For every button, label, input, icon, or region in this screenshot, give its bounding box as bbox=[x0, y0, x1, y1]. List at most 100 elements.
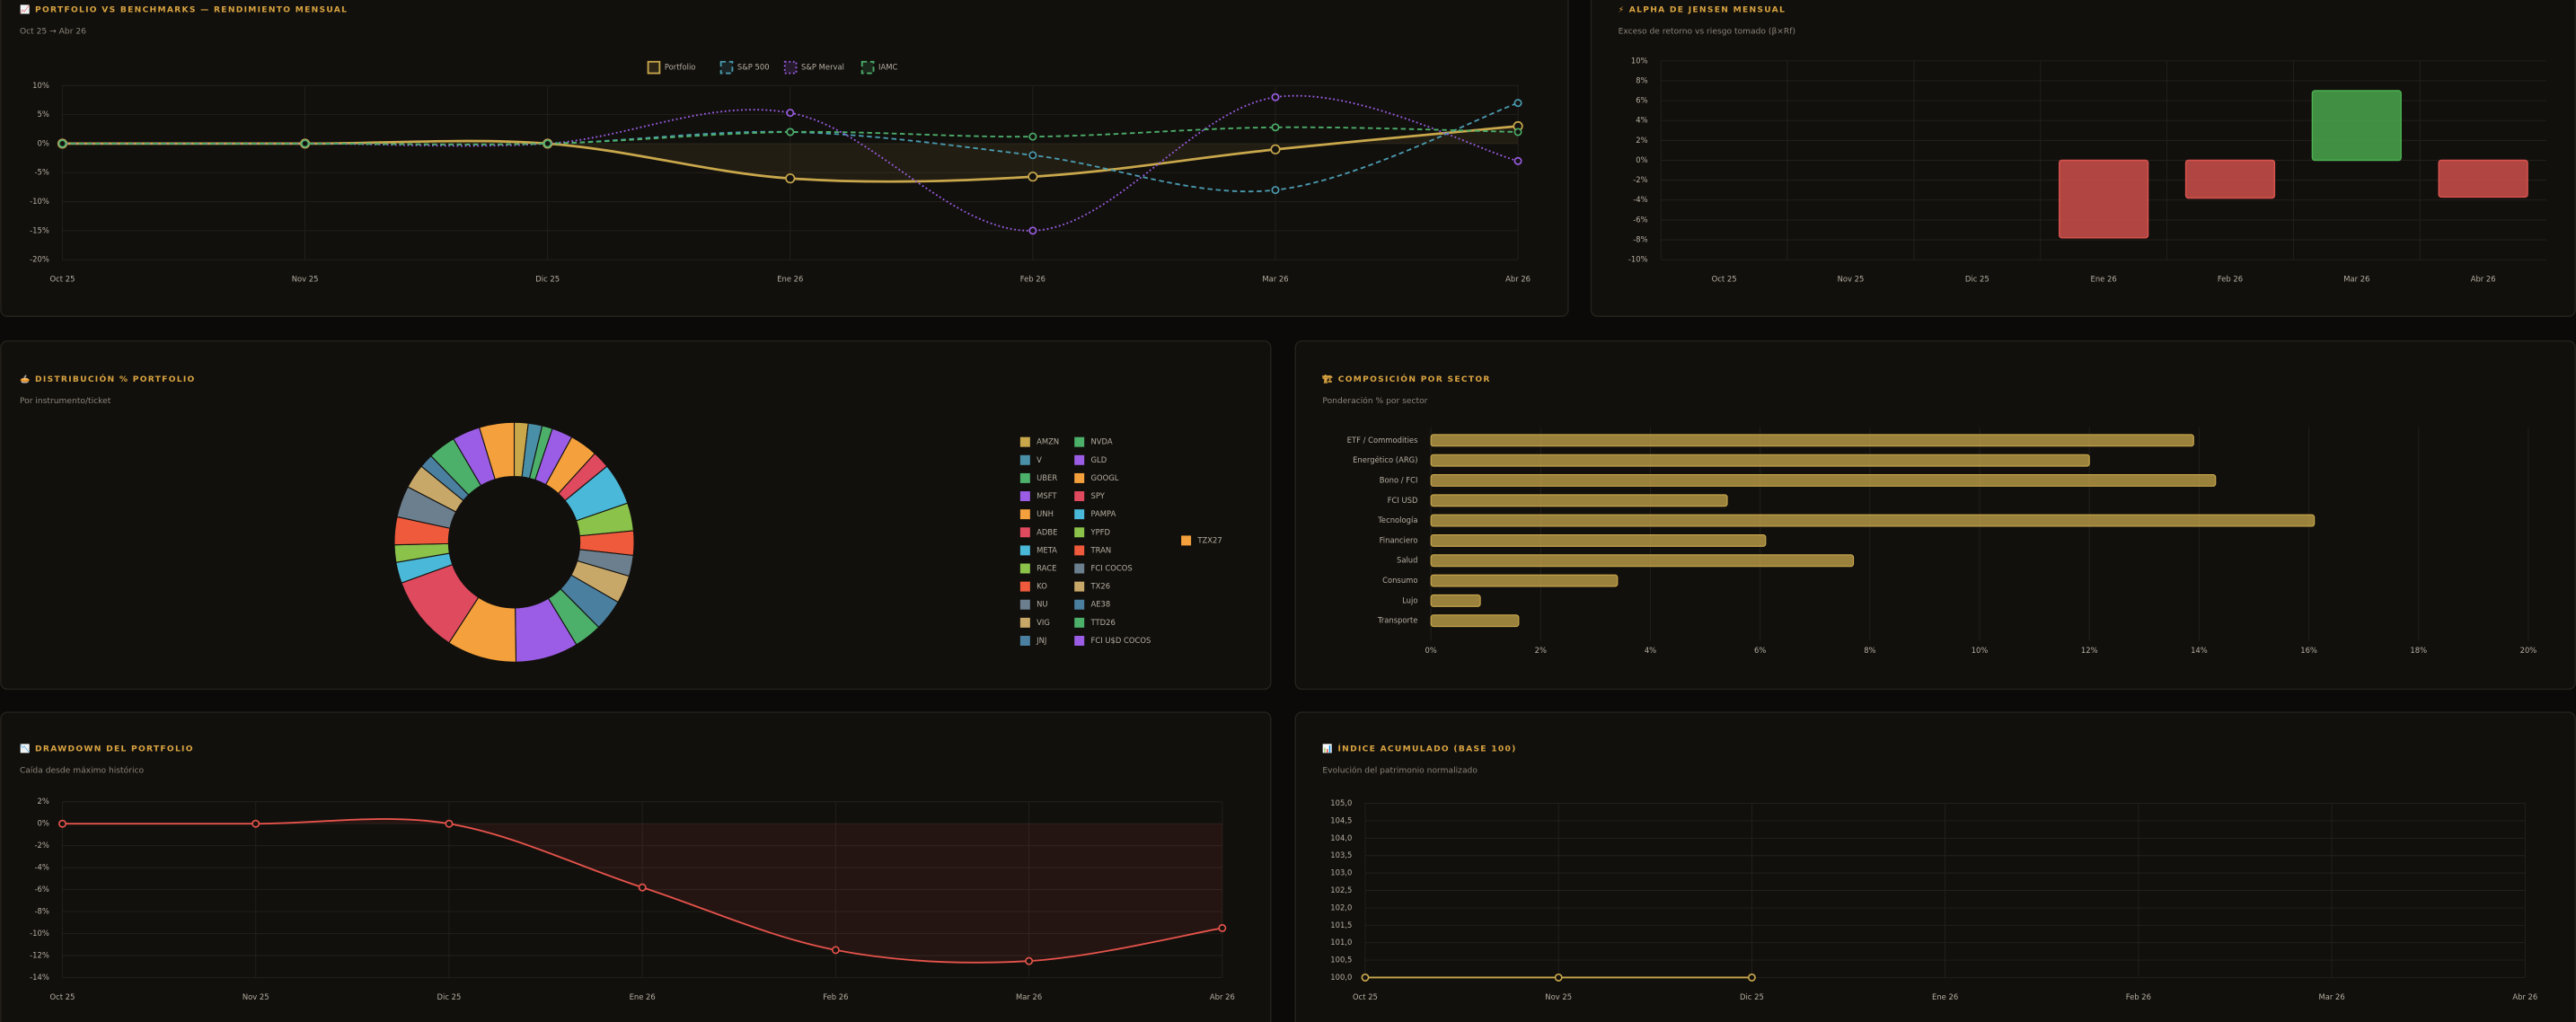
legend-swatch bbox=[1019, 599, 1030, 610]
legend-swatch bbox=[1074, 491, 1085, 502]
bar bbox=[1430, 494, 1728, 507]
y-tick-label: -8% bbox=[1633, 235, 1647, 244]
legend-swatch bbox=[1019, 581, 1030, 592]
panel bbox=[0, 339, 1272, 691]
x-tick-label: Oct 25 bbox=[50, 275, 75, 284]
point bbox=[786, 128, 795, 137]
bar bbox=[1430, 454, 2090, 467]
point bbox=[1028, 172, 1038, 182]
panel-title: 📊 ÍNDICE ACUMULADO (BASE 100) bbox=[1322, 744, 1516, 754]
legend-swatch bbox=[1019, 617, 1030, 628]
x-tick-label: 8% bbox=[1864, 646, 1875, 655]
bar bbox=[1430, 594, 1481, 607]
x-tick-label: Dic 25 bbox=[1740, 992, 1764, 1001]
y-tick-label: -6% bbox=[1633, 215, 1647, 224]
bar bbox=[2059, 159, 2149, 239]
point bbox=[301, 139, 310, 148]
legend-swatch bbox=[1074, 436, 1085, 447]
panel-subtitle: Por instrumento/ticket bbox=[20, 397, 111, 406]
point bbox=[1025, 956, 1034, 965]
bar bbox=[1430, 533, 1767, 547]
bar bbox=[1430, 514, 2316, 527]
legend-label: IAMC bbox=[878, 63, 897, 72]
legend-label: YPFD bbox=[1090, 527, 1111, 536]
point bbox=[1271, 123, 1280, 132]
x-tick-label: Oct 25 bbox=[1353, 992, 1378, 1001]
legend-label: AMZN bbox=[1037, 437, 1059, 446]
point bbox=[638, 883, 647, 892]
legend-swatch bbox=[1074, 563, 1085, 574]
point bbox=[1028, 132, 1037, 141]
legend-label: TRAN bbox=[1090, 545, 1112, 554]
legend-swatch bbox=[1019, 491, 1030, 502]
y-tick-label: -10% bbox=[1628, 255, 1648, 264]
legend-label: PAMPA bbox=[1091, 509, 1116, 518]
y-tick-label: -14% bbox=[30, 973, 49, 982]
legend-swatch bbox=[1074, 581, 1085, 592]
legend-swatch bbox=[1181, 535, 1192, 546]
y-tick-label: 8% bbox=[1636, 75, 1647, 84]
legend-label: TX26 bbox=[1090, 582, 1111, 591]
y-tick-label: 100,0 bbox=[1330, 973, 1352, 982]
legend-label: FCI COCOS bbox=[1091, 564, 1133, 573]
x-tick-label: Abr 26 bbox=[2512, 992, 2537, 1001]
y-tick-label: 103,5 bbox=[1330, 850, 1352, 859]
point bbox=[1270, 144, 1281, 154]
y-tick-label: Consumo bbox=[1382, 576, 1417, 585]
y-tick-label: -5% bbox=[34, 168, 49, 177]
bar bbox=[2184, 159, 2276, 199]
x-tick-label: Dic 25 bbox=[535, 275, 560, 284]
legend-label: JNJ bbox=[1036, 636, 1046, 645]
y-tick-label: 103,0 bbox=[1330, 868, 1352, 877]
x-tick-label: Ene 26 bbox=[630, 992, 656, 1001]
point bbox=[1028, 226, 1037, 235]
legend-swatch bbox=[1019, 636, 1030, 646]
y-tick-label: -10% bbox=[30, 197, 49, 206]
point bbox=[786, 109, 795, 118]
legend-swatch bbox=[1019, 454, 1030, 465]
y-tick-label: -4% bbox=[1633, 195, 1647, 204]
x-tick-label: 0% bbox=[1425, 646, 1436, 655]
y-tick-label: Bono / FCI bbox=[1380, 475, 1418, 484]
legend-label: V bbox=[1037, 455, 1042, 464]
bar bbox=[1430, 554, 1855, 568]
panel-subtitle: Evolución del patrimonio normalizado bbox=[1322, 765, 1478, 775]
legend-swatch bbox=[719, 60, 734, 75]
legend-swatch bbox=[1074, 545, 1085, 556]
x-tick-label: 6% bbox=[1754, 646, 1766, 655]
y-tick-label: 0% bbox=[38, 819, 49, 828]
y-tick-label: ETF / Commodities bbox=[1347, 436, 1418, 445]
panel-title: 📈 PORTFOLIO VS BENCHMARKS — RENDIMIENTO … bbox=[20, 4, 348, 15]
y-tick-label: -4% bbox=[34, 863, 49, 872]
x-tick-label: Nov 25 bbox=[292, 275, 319, 284]
y-tick-label: 0% bbox=[38, 138, 49, 147]
legend-label: NVDA bbox=[1091, 437, 1113, 446]
y-tick-label: 101,5 bbox=[1330, 921, 1352, 929]
x-tick-label: Nov 25 bbox=[1838, 275, 1865, 284]
legend-swatch bbox=[1074, 599, 1085, 610]
point bbox=[543, 139, 552, 148]
legend-label: FCI U$D COCOS bbox=[1091, 636, 1151, 645]
point bbox=[445, 819, 454, 828]
legend-label: UNH bbox=[1037, 509, 1054, 518]
x-tick-label: 4% bbox=[1645, 646, 1656, 655]
y-tick-label: 10% bbox=[1631, 56, 1648, 65]
panel-subtitle: Exceso de retorno vs riesgo tomado (β×Rf… bbox=[1619, 27, 1795, 36]
legend-label: AE38 bbox=[1091, 600, 1111, 609]
legend-label: RACE bbox=[1037, 564, 1056, 573]
legend-label: S&P 500 bbox=[737, 63, 770, 72]
bar bbox=[1430, 574, 1619, 587]
panel-title: 🥧 DISTRIBUCIÓN % PORTFOLIO bbox=[20, 374, 196, 384]
y-tick-label: 102,0 bbox=[1330, 903, 1352, 912]
y-tick-label: -12% bbox=[30, 950, 49, 959]
area bbox=[62, 818, 1222, 963]
y-tick-label: Salud bbox=[1397, 556, 1418, 565]
y-tick-label: -15% bbox=[30, 225, 49, 234]
x-tick-label: Abr 26 bbox=[1210, 992, 1235, 1001]
y-tick-label: 2% bbox=[38, 797, 49, 806]
x-tick-label: Feb 26 bbox=[1020, 275, 1045, 284]
legend-swatch bbox=[1019, 563, 1030, 574]
y-tick-label: 0% bbox=[1636, 155, 1647, 164]
y-tick-label: 2% bbox=[1636, 136, 1647, 145]
